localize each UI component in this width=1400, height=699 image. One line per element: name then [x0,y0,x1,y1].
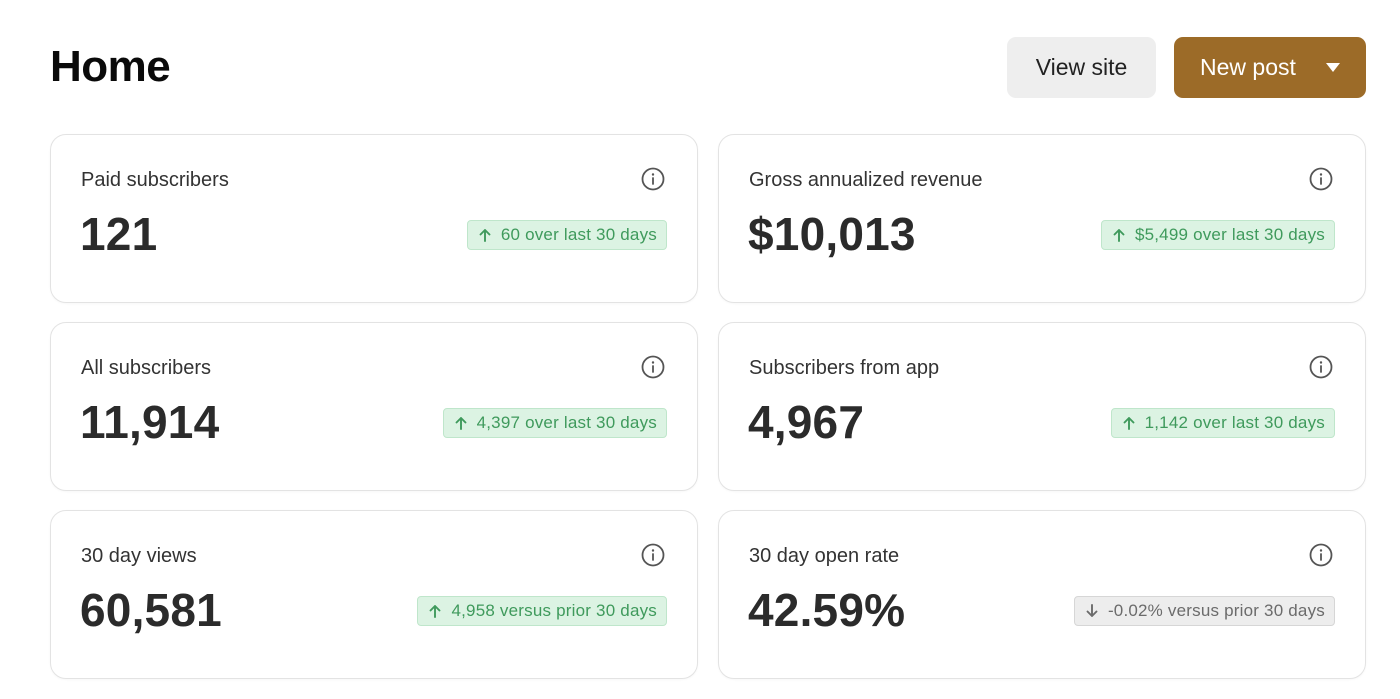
trend-badge: -0.02% versus prior 30 days [1073,596,1335,626]
info-icon[interactable] [641,355,665,379]
stat-value: 121 [80,208,158,260]
stat-value: $10,013 [748,208,916,260]
stats-grid: Paid subscribers 121 60 over last 30 day… [50,134,1366,679]
stat-value: 42.59% [748,584,906,636]
view-site-button[interactable]: View site [1007,36,1156,98]
stat-card-subscribers-from-app: Subscribers from app 4,967 1,142 over la… [718,322,1366,491]
info-icon[interactable] [641,167,665,191]
trend-text: 4,397 over last 30 days [476,413,657,432]
trend-text: $5,499 over last 30 days [1134,225,1325,244]
stat-card-30-day-open-rate: 30 day open rate 42.59% -0.02% versus pr… [718,510,1366,679]
arrow-up-icon [455,417,467,430]
stat-card-30-day-views: 30 day views 60,581 4,958 versus prior 3… [50,510,698,679]
info-icon[interactable] [1309,355,1333,379]
trend-text: 4,958 versus prior 30 days [451,601,657,620]
trend-badge: 4,397 over last 30 days [442,408,667,438]
trend-badge: 60 over last 30 days [466,220,667,250]
stat-value: 60,581 [80,584,222,636]
stat-card-all-subscribers: All subscribers 11,914 4,397 over last 3… [50,322,698,491]
arrow-up-icon [479,229,491,242]
arrow-up-icon [1123,417,1135,430]
trend-badge: $5,499 over last 30 days [1100,220,1335,250]
stat-value: 4,967 [748,396,865,448]
stat-label: Paid subscribers [81,169,229,191]
arrow-down-icon [1086,604,1098,617]
header-actions: View site New post [1007,36,1366,98]
arrow-up-icon [1113,229,1125,242]
arrow-up-icon [430,605,441,618]
stat-label: Gross annualized revenue [749,169,983,191]
trend-badge: 1,142 over last 30 days [1110,408,1335,438]
trend-badge: 4,958 versus prior 30 days [417,596,667,626]
info-icon[interactable] [1309,543,1333,567]
new-post-label: New post [1200,53,1296,80]
page-title: Home [50,42,171,91]
stat-label: All subscribers [81,357,212,379]
stat-value: 11,914 [80,396,220,448]
trend-text: 60 over last 30 days [500,225,657,244]
trend-text: -0.02% versus prior 30 days [1107,601,1325,620]
stat-card-gross-annualized-revenue: Gross annualized revenue $10,013 $5,499 … [718,134,1366,303]
trend-text: 1,142 over last 30 days [1144,413,1325,432]
stat-label: Subscribers from app [749,357,940,379]
new-post-button[interactable]: New post [1174,36,1366,98]
stat-label: 30 day open rate [749,545,900,567]
stat-card-paid-subscribers: Paid subscribers 121 60 over last 30 day… [50,134,698,303]
stat-label: 30 day views [81,545,197,567]
caret-down-icon[interactable] [1326,62,1340,72]
info-icon[interactable] [1309,167,1333,191]
page-header: Home View site New post [50,36,1366,98]
info-icon[interactable] [641,543,665,567]
